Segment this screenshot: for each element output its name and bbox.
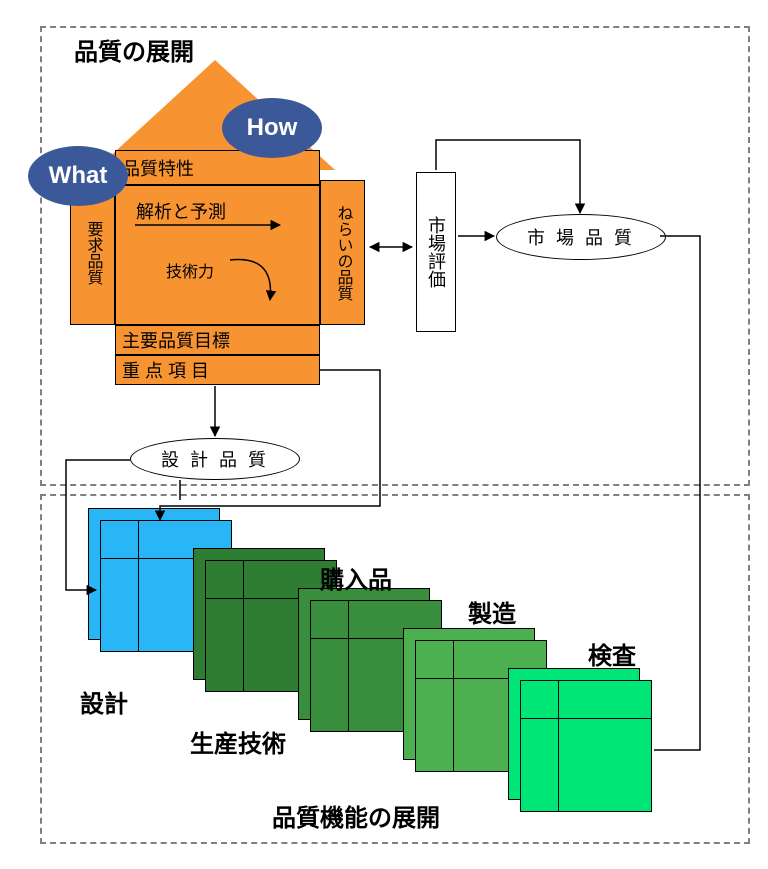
house-row-2: 重 点 項 目 [115,355,320,385]
market-eval-box: 市場評価 [416,172,456,332]
house-right-label: ねらいの品質 [331,205,355,301]
house-top-label: 品質特性 [122,155,194,181]
house-left-label: 要求品質 [81,221,105,285]
market-quality-ellipse: 市 場 品 質 [496,214,666,260]
market-eval-label: 市場評価 [423,216,449,288]
diagram-canvas: 品質の展開 品質機能の展開 要求品質 品質特性 解析と予測 技術力 ねらいの品質… [0,0,768,869]
house-row2-label: 重 点 項 目 [122,357,209,383]
stage-label-4: 検査 [588,636,636,671]
house-right-column: ねらいの品質 [320,180,365,325]
house-main-cell: 解析と予測 技術力 [115,185,320,325]
bubble-what: What [28,146,128,206]
market-quality-label: 市 場 品 質 [527,224,635,250]
house-row1-label: 主要品質目標 [122,327,230,353]
bubble-what-label: What [49,162,108,190]
stage-label-0: 設計 [80,684,128,719]
stage-label-1: 生産技術 [190,724,286,759]
house-main-sub-label: 技術力 [166,258,214,282]
bottom-section-title: 品質機能の展開 [272,798,440,833]
house-row-1: 主要品質目標 [115,325,320,355]
stage-front-4 [520,680,652,812]
bubble-how: How [222,98,322,158]
design-quality-label: 設 計 品 質 [161,446,269,472]
bubble-how-label: How [247,114,298,142]
stage-label-3: 製造 [468,594,516,629]
house-main-top-label: 解析と予測 [136,198,226,224]
stage-label-2: 購入品 [320,560,392,595]
design-quality-ellipse: 設 計 品 質 [130,438,300,480]
